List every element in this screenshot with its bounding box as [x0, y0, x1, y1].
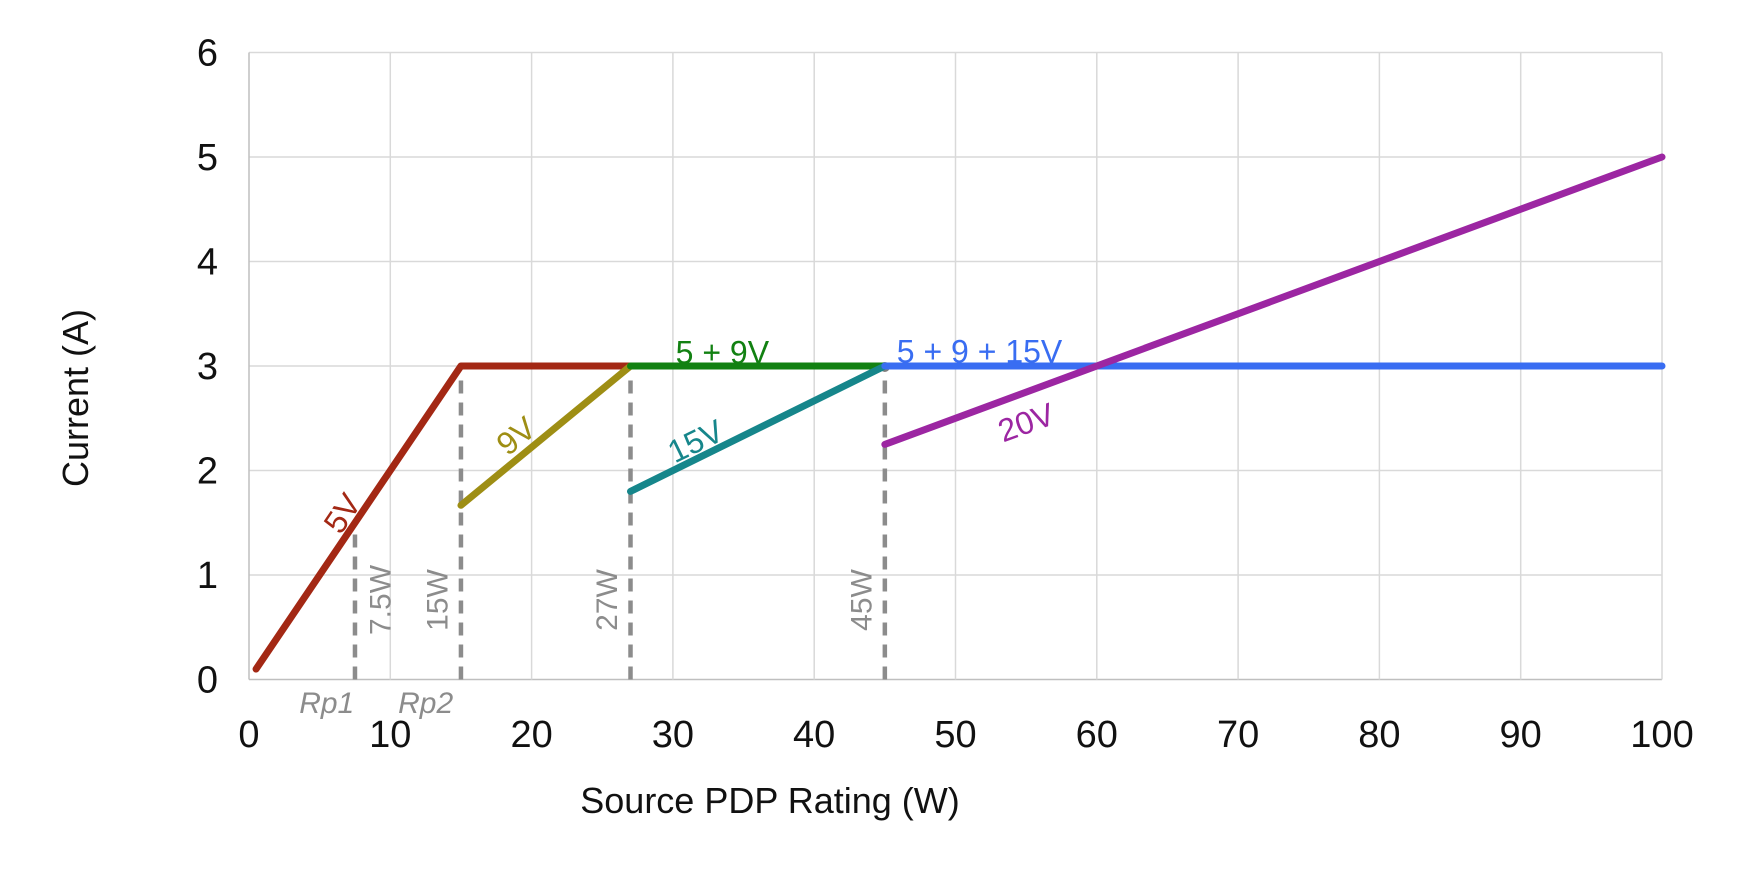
- threshold-label: 45W: [845, 568, 878, 630]
- threshold-label: 7.5W: [364, 564, 397, 635]
- rp-label: Rp2: [398, 687, 453, 720]
- x-tick-label: 60: [1076, 714, 1118, 756]
- series-line-5V: [252, 362, 635, 673]
- series-layer: [252, 153, 1666, 673]
- x-tick-label: 30: [652, 714, 694, 756]
- threshold-label: 15W: [421, 568, 454, 630]
- x-tick-label: 0: [238, 714, 259, 756]
- series-line-15V: [627, 362, 889, 495]
- series-label-9V: 9V: [490, 409, 544, 462]
- series-label-5V: 5V: [316, 487, 368, 540]
- y-tick-label: 3: [197, 346, 218, 388]
- series-line-20V: [881, 153, 1666, 448]
- series-line-9V: [457, 362, 635, 509]
- x-tick-label: 80: [1358, 714, 1400, 756]
- x-tick-label: 100: [1630, 714, 1693, 756]
- x-tick-label: 70: [1217, 714, 1259, 756]
- x-tick-label: 20: [510, 714, 552, 756]
- y-tick-label: 2: [197, 451, 218, 493]
- y-tick-label: 5: [197, 137, 218, 179]
- series-label-5+9V: 5 + 9V: [676, 334, 770, 370]
- threshold-label: 27W: [591, 568, 624, 630]
- y-tick-label: 0: [197, 660, 218, 702]
- x-tick-label: 40: [793, 714, 835, 756]
- grid-layer: 0 10 20 30 40 50 60 70 80 90 100 0 1 2 3 4 5 6: [197, 33, 1694, 757]
- rp-label: Rp1: [299, 687, 354, 720]
- y-tick-label: 4: [197, 242, 218, 284]
- x-tick-label: 50: [934, 714, 976, 756]
- y-axis-title: Current (A): [55, 309, 96, 487]
- x-tick-label: 90: [1500, 714, 1542, 756]
- series-label-5+9+15V: 5 + 9 + 15V: [897, 333, 1063, 369]
- x-axis-title: Source PDP Rating (W): [580, 780, 959, 821]
- y-tick-label: 1: [197, 555, 218, 597]
- threshold-layer: 7.5W 15W 27W 45W Rp1 Rp2: [299, 362, 890, 720]
- y-tick-label: 6: [197, 33, 218, 75]
- x-tick-label: 10: [369, 714, 411, 756]
